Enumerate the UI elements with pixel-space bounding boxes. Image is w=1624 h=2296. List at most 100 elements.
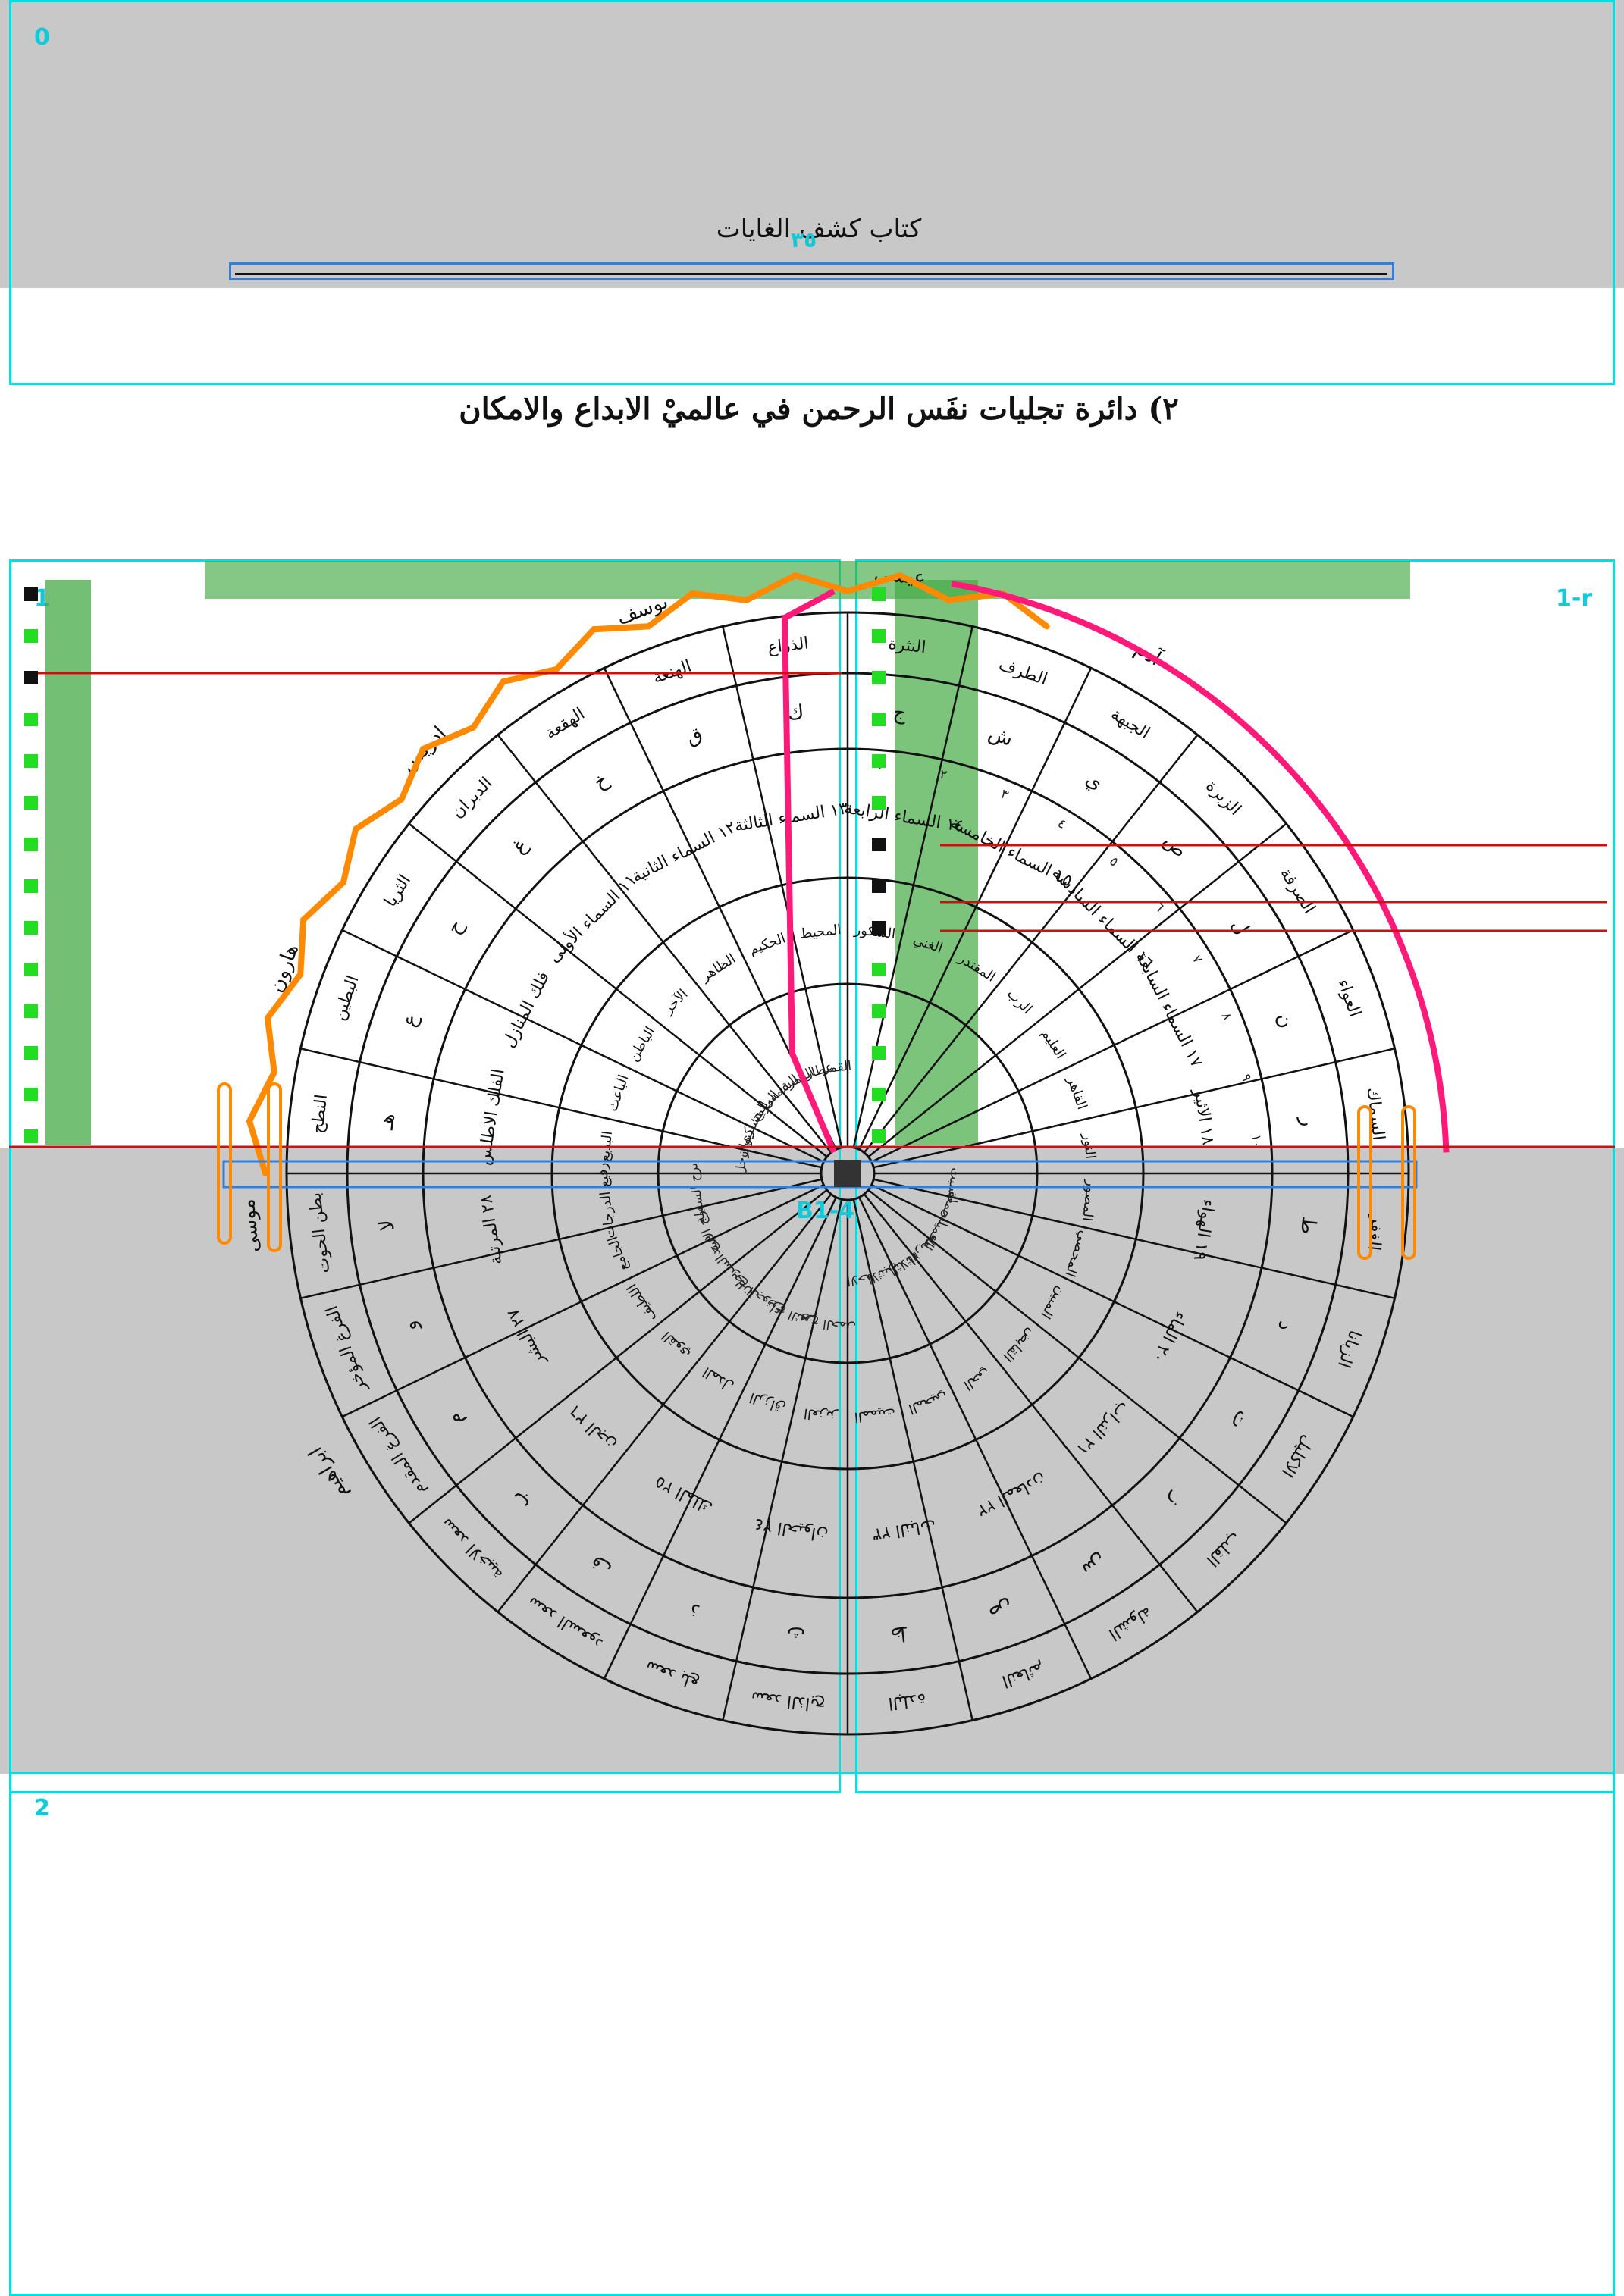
region-box-2 xyxy=(9,1772,1615,2296)
ring-text-name: المحيط xyxy=(799,922,842,942)
spoke-line xyxy=(863,1193,1199,1613)
spoke-line xyxy=(858,1196,1093,1680)
spoke-line xyxy=(852,626,973,1148)
ring-text-mansion: الزبانا xyxy=(1334,1327,1364,1370)
ring-text-pair: برج السنبلة xyxy=(685,1162,708,1224)
magenta-annotation-inner xyxy=(781,588,837,1154)
spoke-line xyxy=(867,822,1287,1158)
ring-text-sphere: ٢٧ البشر xyxy=(504,1305,550,1370)
ring-text-mansion: الدبران xyxy=(448,774,497,822)
ring-text-number: ٨ xyxy=(1218,1010,1234,1023)
ring-text-number: ١٠ xyxy=(1248,1134,1264,1149)
spoke-line xyxy=(408,1189,828,1524)
ring-text-letter: ظ xyxy=(889,1621,910,1646)
ring-text-sphere: ١١ السماء الأولى xyxy=(543,869,641,966)
square-marker-center xyxy=(872,1046,886,1060)
square-marker-left xyxy=(24,796,38,810)
square-marker-center xyxy=(872,754,886,768)
orange-marker xyxy=(1401,1105,1416,1260)
ring-text-letter: ذ xyxy=(687,1599,703,1623)
ring-text-name: العزيز xyxy=(803,1405,839,1425)
ring-text-mansion: النثرة xyxy=(887,634,926,657)
ring-text-mansion: النطح xyxy=(309,1093,332,1134)
scan-band-middle xyxy=(0,1148,1624,1774)
square-marker-left xyxy=(24,879,38,893)
ring-text-sphere: ١٨ الاثير xyxy=(1190,1087,1217,1146)
ring-text-letter: و xyxy=(398,1318,423,1336)
ring-text-letter: ث xyxy=(785,1621,807,1646)
ring-text-letter: لا xyxy=(375,1218,399,1232)
region-label-1r: 1-r xyxy=(1556,585,1593,612)
ring-text-mansion: سعد السعود xyxy=(524,1593,606,1654)
square-marker-center xyxy=(872,921,886,935)
ring-text-number: ٢ xyxy=(938,767,948,784)
square-marker-center xyxy=(872,1004,886,1018)
figure-title: ٢) دائرة تجليات نفَس الرحمن في عالميْ ال… xyxy=(459,391,1179,427)
square-marker-center xyxy=(872,1129,886,1143)
ring-text-letter: ح xyxy=(442,916,468,938)
ring-text-prophet: موسى xyxy=(237,1198,264,1253)
square-marker-left xyxy=(24,754,38,768)
ring-text-name: الباطن xyxy=(625,1024,659,1064)
ring-text-mansion: القلب xyxy=(1202,1528,1244,1570)
ring-text-number: ٧ xyxy=(1189,952,1205,966)
ring-text-mansion: الفرغ المقدم xyxy=(366,1413,430,1499)
ring-text-letter: ز xyxy=(1164,1489,1188,1513)
square-marker-left xyxy=(24,1046,38,1060)
center-label: B1-4 xyxy=(796,1198,855,1224)
ring-text-letter: ن xyxy=(1271,1010,1298,1031)
ring-text-mansion: الجبهة xyxy=(1108,704,1153,743)
ring-text-letter: خ xyxy=(590,768,613,794)
ring-text-letter: ب xyxy=(506,1486,535,1516)
ring-text-name: القابض xyxy=(1000,1326,1039,1365)
square-marker-center xyxy=(872,838,886,851)
spoke-line xyxy=(870,929,1354,1163)
ring-text-sphere: ١٢ السماء الثانية xyxy=(629,818,739,887)
wheel-diagram: النطحالبطينالثرياالدبرانالهقعةالهنعةالذر… xyxy=(9,561,1615,1736)
ring-text-mansion: الزبرة xyxy=(1202,776,1244,819)
ring-text-mansion: الصرفة xyxy=(1276,865,1318,917)
spoke-line xyxy=(300,1178,823,1299)
square-marker-center xyxy=(872,796,886,810)
square-marker-left xyxy=(24,671,38,684)
ring-text-mansion: البطين xyxy=(330,973,363,1023)
spoke-line xyxy=(408,822,828,1158)
ring-text-name: المحصي xyxy=(1061,1229,1093,1280)
ring-text-sphere: الفلك الاطلس xyxy=(475,1067,509,1167)
ring-text-number: ٣ xyxy=(999,787,1011,803)
ring-text-sphere: ٢٨ المرتبة xyxy=(477,1193,506,1266)
ring-text-sphere: ٢٠ الماء xyxy=(1148,1308,1190,1367)
center-hub xyxy=(834,1160,861,1187)
square-marker-left xyxy=(24,921,38,935)
region-box-0 xyxy=(9,0,1615,385)
ring-text-letter: ف xyxy=(587,1550,616,1580)
spoke-line xyxy=(873,1178,1395,1299)
ring-text-number: ٤ xyxy=(1055,816,1068,832)
square-marker-left xyxy=(24,963,38,976)
shading-column-center xyxy=(895,580,978,1145)
ring-text-sphere: ٢٦ الجن xyxy=(566,1402,619,1455)
square-marker-center xyxy=(872,963,886,976)
ring-text-letter: ص xyxy=(986,1596,1016,1625)
ring-text-mansion: سعد بلع xyxy=(643,1656,701,1693)
spoke-line xyxy=(867,1189,1287,1524)
ring-text-mansion: الهقعة xyxy=(542,704,588,743)
spoke-line xyxy=(870,1184,1354,1418)
ring-text-mansion: النعائم xyxy=(999,1659,1047,1691)
ring-text-letter: ق xyxy=(684,723,706,750)
square-marker-center xyxy=(872,713,886,726)
square-marker-center xyxy=(872,671,886,684)
ring-text-letter: ي xyxy=(1081,768,1106,795)
ring-text-name: الجامع xyxy=(605,1234,632,1273)
ring-text-number: ٥ xyxy=(1106,854,1121,869)
ring-text-mansion: سعد الذابح xyxy=(750,1687,826,1715)
square-marker-left xyxy=(24,838,38,851)
ring-text-prophet: ابراهيم xyxy=(304,1443,352,1504)
ring-text-name: العليم xyxy=(1038,1026,1068,1062)
ring-text-sphere: ١٧ السماء السابعة xyxy=(1132,949,1206,1071)
ring-text-name: المذل xyxy=(701,1364,737,1395)
ring-text-mansion: الغفر xyxy=(1364,1214,1387,1251)
ring-text-letter: د xyxy=(1273,1318,1297,1334)
ring-text-letter: ط xyxy=(1296,1215,1321,1236)
square-marker-left xyxy=(24,1004,38,1018)
